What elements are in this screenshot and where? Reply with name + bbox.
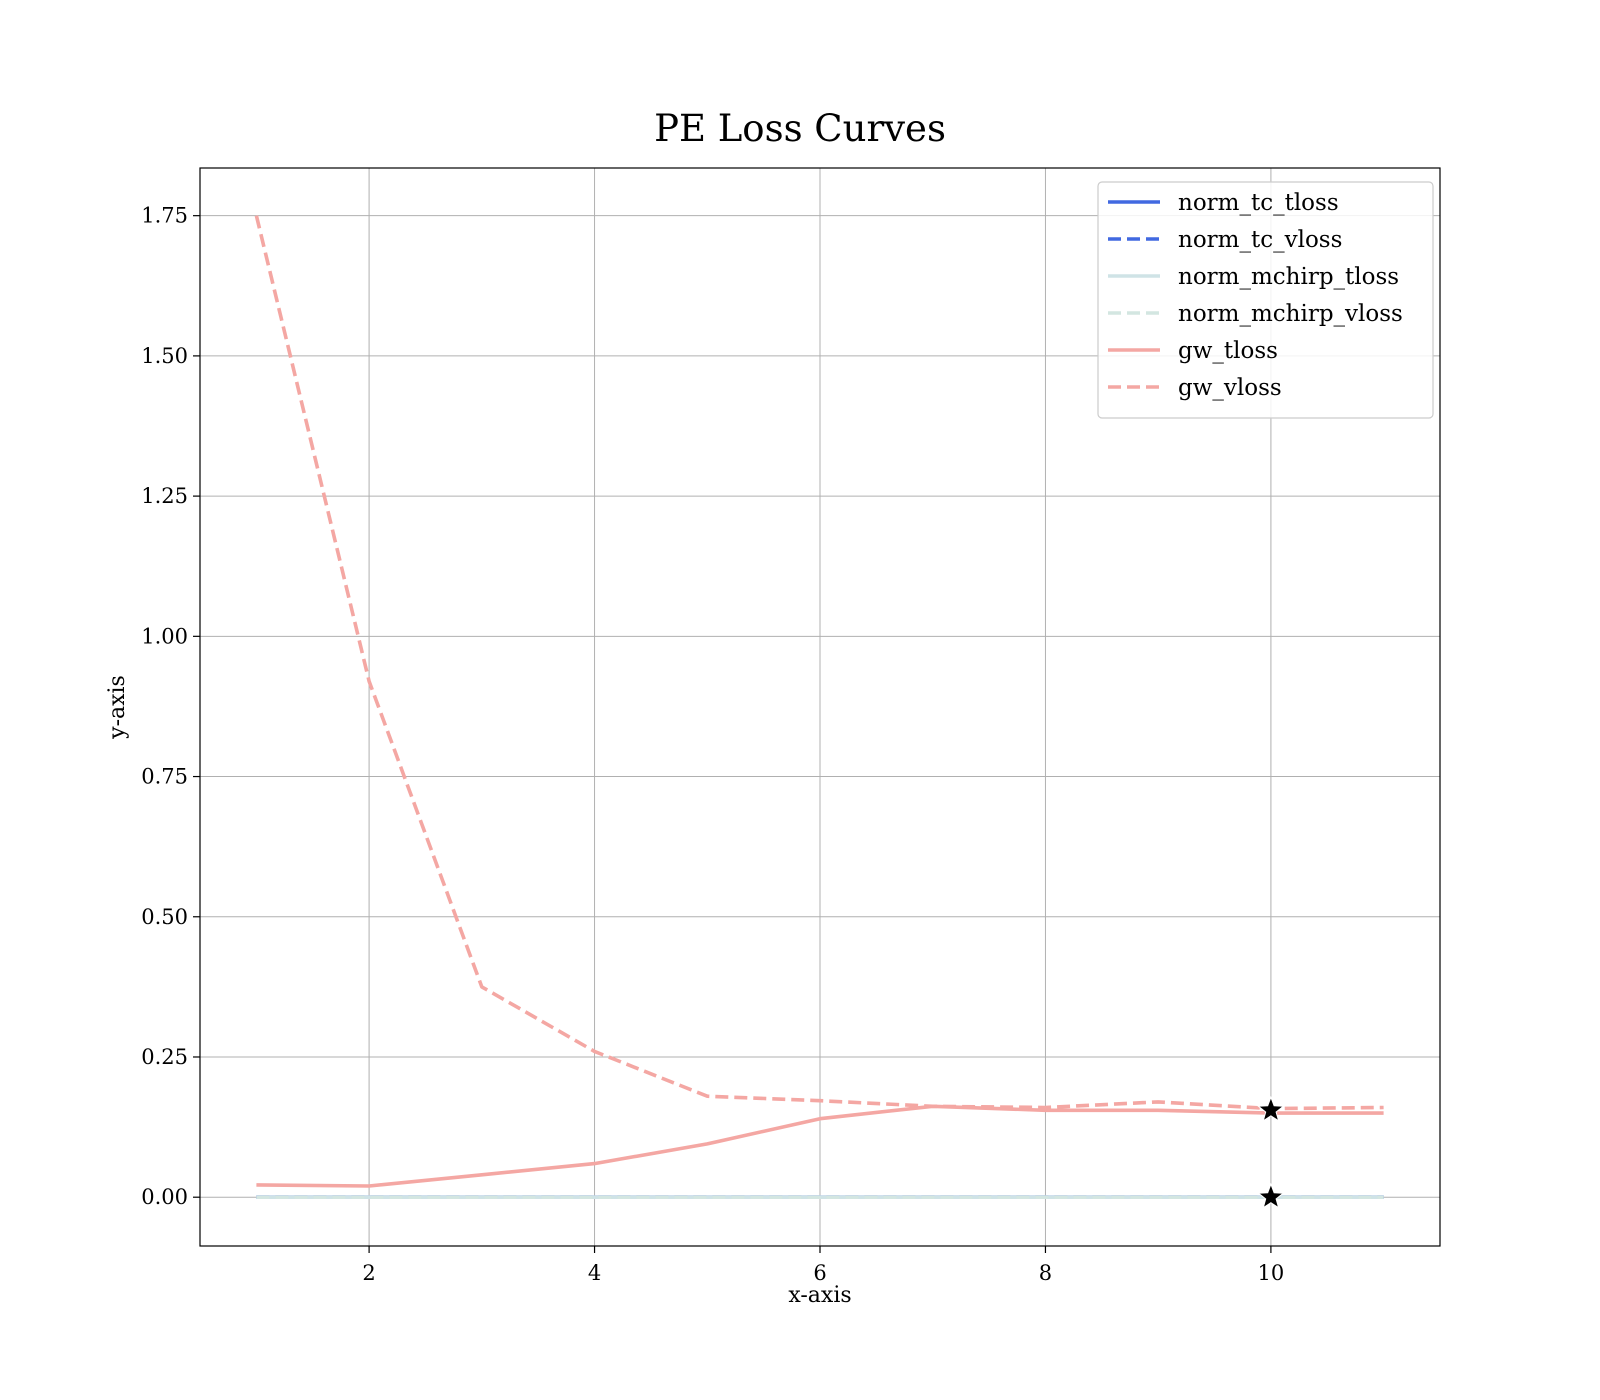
star-marker (1257, 1095, 1285, 1122)
x-tick-label: 8 (1039, 1261, 1052, 1285)
legend-label-gw_tloss: gw_tloss (1178, 338, 1278, 364)
x-axis-label: x-axis (788, 1283, 851, 1308)
series-line-gw_tloss (256, 1104, 1384, 1188)
y-tick-label: 0.25 (141, 1045, 188, 1069)
series-line-gw_vloss (254, 215, 1384, 1111)
series-layer (254, 215, 1384, 1199)
legend-label-norm_tc_vloss: norm_tc_vloss (1178, 227, 1342, 253)
legend: norm_tc_tloss norm_tc_vloss norm_mchirp_tl… (1097, 181, 1434, 419)
marker-layer (1257, 1095, 1285, 1209)
legend-label-norm_mchirp_vloss: norm_mchirp_vloss (1178, 301, 1403, 327)
x-tick-label: 10 (1258, 1261, 1285, 1285)
y-tick-label: 1.75 (141, 204, 188, 228)
y-axis-label: y-axis (105, 675, 130, 740)
legend-label-norm_tc_tloss: norm_tc_tloss (1178, 190, 1339, 216)
y-tick-label: 0.75 (141, 765, 188, 789)
y-tick-label: 1.00 (141, 624, 188, 648)
y-tick-label: 0.00 (141, 1185, 188, 1209)
legend-label-gw_vloss: gw_vloss (1178, 375, 1282, 401)
ticks: 2 4 6 8 10 0.00 0.25 0.50 0.75 1.00 1.25 1.50 1.75 (141, 204, 1284, 1285)
y-tick-label: 0.50 (141, 905, 188, 929)
x-tick-label: 6 (813, 1261, 826, 1285)
chart-title: PE Loss Curves (654, 107, 946, 150)
star-marker (1257, 1182, 1285, 1209)
y-tick-label: 1.50 (141, 344, 188, 368)
x-tick-label: 2 (362, 1261, 375, 1285)
legend-label-norm_mchirp_tloss: norm_mchirp_tloss (1178, 264, 1399, 290)
legend-box (1097, 181, 1434, 419)
y-tick-label: 1.25 (141, 484, 188, 508)
x-tick-label: 4 (588, 1261, 601, 1285)
